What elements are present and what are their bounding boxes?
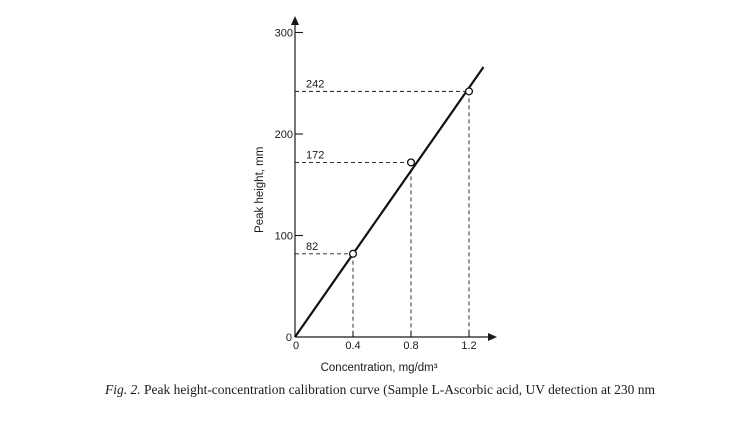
y-tick-label: 100 — [275, 231, 293, 243]
data-point — [406, 158, 416, 167]
y-tick-label: 300 — [275, 28, 293, 40]
chart-axes — [291, 16, 497, 341]
annotation-label: 172 — [306, 149, 324, 161]
y-axis-title: Peak height, mm — [254, 147, 266, 233]
annotation-label: 82 — [306, 241, 318, 253]
figure-caption: Fig. 2. Peak height-concentration calibr… — [60, 381, 700, 399]
data-point — [348, 249, 358, 258]
dashed-guide-lines — [295, 90, 470, 337]
fit-line — [294, 66, 485, 338]
x-axis-title: Concentration, mg/dm³ — [321, 362, 438, 374]
chart-labels: 0 100 200 300 0 0.4 0.8 1.2 82 172 242 Concentratio… — [254, 28, 477, 375]
x-tick-label: 0.4 — [345, 340, 360, 352]
calibration-chart: 0 100 200 300 0 0.4 0.8 1.2 82 172 242 Concentratio… — [254, 16, 497, 375]
y-tick-label: 200 — [275, 129, 293, 141]
annotation-label: 242 — [306, 78, 324, 90]
data-points — [348, 87, 474, 258]
y-tick-label: 0 — [286, 332, 292, 344]
figure-caption-text: Peak height-concentration calibration cu… — [143, 382, 656, 397]
figure-label: Fig. 2. — [104, 382, 141, 397]
x-tick-label: 1.2 — [461, 340, 476, 352]
data-point — [464, 87, 474, 96]
y-axis-arrow — [291, 16, 299, 25]
calibration-line — [294, 66, 485, 338]
axis-ticks — [295, 31, 470, 337]
x-tick-label: 0.8 — [403, 340, 418, 352]
x-axis-arrow — [488, 333, 497, 341]
x-tick-label: 0 — [293, 340, 299, 352]
